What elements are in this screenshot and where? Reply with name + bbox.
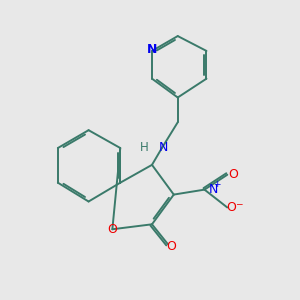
Text: N: N [147,44,157,56]
Text: N: N [208,183,218,196]
Text: O: O [228,168,238,181]
Text: N: N [159,140,169,154]
Text: O: O [166,240,176,253]
Text: O: O [107,223,117,236]
Text: O: O [226,201,236,214]
Text: −: − [236,199,243,208]
Text: +: + [213,180,220,189]
Text: H: H [140,140,148,154]
